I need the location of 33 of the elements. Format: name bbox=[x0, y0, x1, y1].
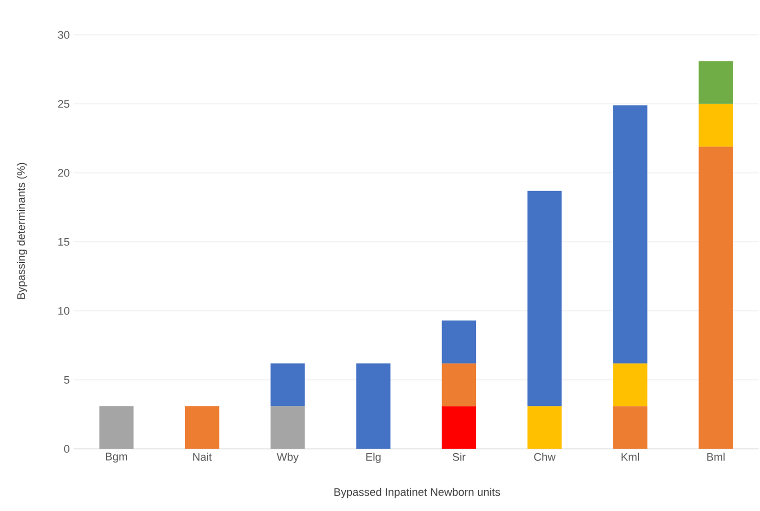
x-axis-title: Bypassed Inpatinet Newborn units bbox=[334, 488, 500, 498]
bar bbox=[698, 146, 733, 449]
bar bbox=[442, 363, 476, 406]
x-tick-label: Sir bbox=[452, 452, 466, 461]
bar bbox=[613, 105, 648, 364]
x-tick-label: Bml bbox=[707, 452, 725, 461]
bar bbox=[613, 363, 648, 406]
bar bbox=[270, 363, 305, 406]
y-tick-label: 20 bbox=[58, 169, 70, 177]
bar bbox=[270, 406, 305, 449]
bar bbox=[613, 406, 648, 449]
bar bbox=[442, 320, 476, 364]
bar bbox=[527, 190, 562, 406]
x-tick-label: Bgm bbox=[106, 452, 128, 463]
bar bbox=[99, 406, 134, 449]
bar bbox=[527, 406, 562, 449]
bar bbox=[184, 406, 220, 449]
y-tick-label: 15 bbox=[58, 238, 70, 246]
bar bbox=[698, 61, 733, 104]
x-tick-label: Elg bbox=[366, 452, 381, 463]
y-axis-title: Bypassing determinants (%) bbox=[16, 162, 28, 299]
y-tick-label: 10 bbox=[58, 307, 70, 315]
y-tick-label: 25 bbox=[58, 100, 70, 108]
bar bbox=[356, 363, 390, 449]
y-tick-label: 5 bbox=[64, 376, 70, 384]
bar bbox=[442, 406, 476, 449]
x-tick-label: Kml bbox=[622, 452, 639, 461]
y-tick-label: 30 bbox=[58, 31, 70, 39]
bar bbox=[698, 104, 733, 147]
x-tick-label: Nait bbox=[193, 452, 212, 461]
y-tick-label: 0 bbox=[64, 445, 70, 453]
x-tick-label: Chw bbox=[534, 452, 556, 461]
x-tick-label: Wby bbox=[276, 452, 299, 463]
